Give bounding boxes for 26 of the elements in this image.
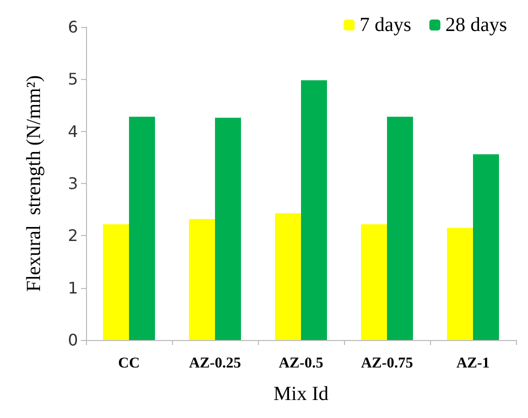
bar [361,224,387,340]
x-tick-label: AZ-0.5 [278,356,324,372]
legend-label: 28 days [445,14,508,36]
legend-label: 7 days [360,14,412,36]
bar [189,218,215,340]
y-tick-label: 6 [68,18,78,36]
bar [387,116,413,340]
x-tick-label: AZ-1 [456,356,490,372]
y-tick-label: 1 [68,278,78,298]
x-tick-label: AZ-0.25 [188,356,242,372]
bar [215,118,241,340]
x-tick-label: AZ-0.75 [360,356,414,372]
bar [275,213,301,340]
y-axis-title: Flexural strength (N/mm²) [23,75,45,292]
y-tick-label: 2 [68,226,78,246]
y-tick-label: 5 [68,70,78,89]
x-tick-label: CC [118,356,140,372]
y-tick-label: 4 [68,122,78,141]
bar [301,80,327,340]
bar [103,224,129,340]
y-tick-label: 3 [68,174,78,193]
bar [473,154,499,340]
bar [129,116,155,340]
y-tick-label: 0 [68,330,78,350]
bar [447,228,473,340]
x-axis-title: Mix Id [274,383,328,405]
